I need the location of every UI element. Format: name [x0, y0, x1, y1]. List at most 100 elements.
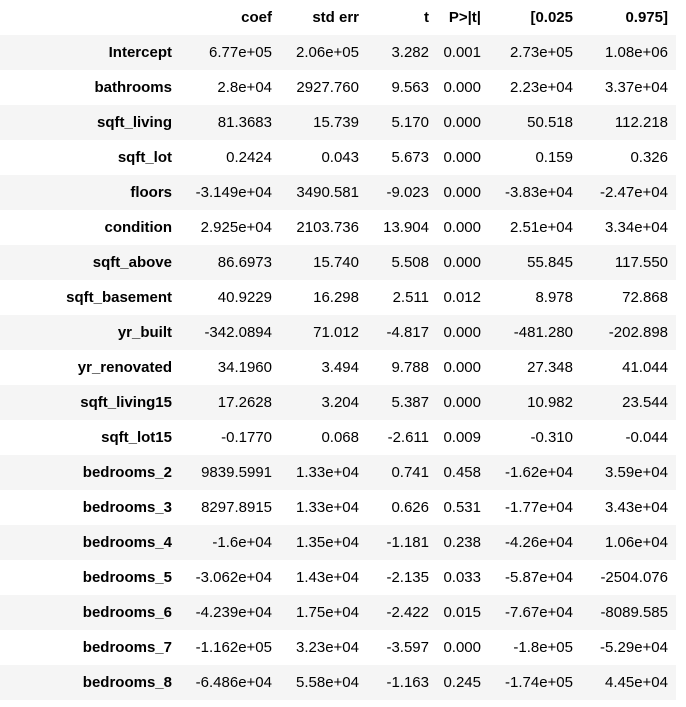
table-row: yr_renovated 34.1960 3.494 9.788 0.000 27.348…	[0, 350, 676, 385]
table-row: yr_built -342.0894 71.012 -4.817 0.000 -481.2…	[0, 315, 676, 350]
cell-ci-upper: 3.34e+04	[605, 219, 668, 236]
cell-coef: 8297.8915	[201, 499, 272, 516]
cell-coef: 2.8e+04	[217, 79, 272, 96]
column-header-ci-lower: [0.025	[489, 0, 581, 35]
cell-ci-upper: 3.37e+04	[605, 79, 668, 96]
cell-coef: -0.1770	[221, 429, 272, 446]
cell-t-value: -2.135	[386, 569, 429, 586]
table-row: Intercept 6.77e+05 2.06e+05 3.282 0.001 2.73e…	[0, 35, 676, 70]
cell-std-err: 2.06e+05	[296, 44, 359, 61]
cell-ci-upper: 23.544	[622, 394, 668, 411]
cell-ci-lower: 10.982	[527, 394, 573, 411]
table-row: bedrooms_4 -1.6e+04 1.35e+04 -1.181 0.238 -4.…	[0, 525, 676, 560]
cell-ci-lower: 2.23e+04	[510, 79, 573, 96]
row-label: bathrooms	[94, 79, 172, 96]
cell-p-value: 0.238	[443, 534, 481, 551]
cell-coef: 0.2424	[226, 149, 272, 166]
cell-p-value: 0.000	[443, 149, 481, 166]
cell-ci-lower: -1.77e+04	[505, 499, 573, 516]
cell-ci-upper: 1.06e+04	[605, 534, 668, 551]
table-row: bathrooms 2.8e+04 2927.760 9.563 0.000 2.23e+…	[0, 70, 676, 105]
cell-std-err: 2927.760	[296, 79, 359, 96]
cell-coef: -1.162e+05	[195, 639, 272, 656]
cell-t-value: -1.181	[386, 534, 429, 551]
cell-t-value: -3.597	[386, 639, 429, 656]
cell-ci-upper: 1.08e+06	[605, 44, 668, 61]
row-label: sqft_lot	[117, 149, 172, 166]
column-header-row-label	[0, 0, 180, 35]
cell-ci-upper: -8089.585	[600, 604, 668, 621]
cell-std-err: 0.043	[321, 149, 359, 166]
cell-std-err: 15.740	[313, 254, 359, 271]
cell-std-err: 3.494	[321, 359, 359, 376]
cell-coef: 81.3683	[217, 114, 272, 131]
cell-ci-lower: -4.26e+04	[505, 534, 573, 551]
cell-p-value: 0.245	[443, 674, 481, 691]
row-label: condition	[104, 219, 173, 236]
table-row: sqft_lot15 -0.1770 0.068 -2.611 0.009 -0.310 -…	[0, 420, 676, 455]
column-header-std-err: std err	[280, 0, 367, 35]
column-header-p-value: P>|t|	[437, 0, 489, 35]
cell-std-err: 1.33e+04	[296, 464, 359, 481]
cell-std-err: 16.298	[313, 289, 359, 306]
row-label: floors	[130, 184, 172, 201]
cell-t-value: 9.788	[391, 359, 429, 376]
cell-p-value: 0.033	[443, 569, 481, 586]
cell-ci-lower: -0.310	[530, 429, 573, 446]
cell-ci-upper: 117.550	[614, 254, 668, 271]
cell-ci-lower: 55.845	[527, 254, 573, 271]
cell-t-value: 9.563	[391, 79, 429, 96]
table-row: floors -3.149e+04 3490.581 -9.023 0.000 -3.83…	[0, 175, 676, 210]
cell-std-err: 3490.581	[296, 184, 359, 201]
cell-ci-upper: 112.218	[614, 114, 668, 131]
cell-ci-lower: -3.83e+04	[505, 184, 573, 201]
cell-std-err: 1.43e+04	[296, 569, 359, 586]
table-row: bedrooms_8 -6.486e+04 5.58e+04 -1.163 0.245 -…	[0, 665, 676, 700]
table-row: sqft_living 81.3683 15.739 5.170 0.000 50.518…	[0, 105, 676, 140]
cell-ci-lower: 0.159	[535, 149, 573, 166]
row-label: sqft_above	[92, 254, 172, 271]
cell-std-err: 0.068	[321, 429, 359, 446]
cell-p-value: 0.000	[443, 114, 481, 131]
cell-coef: -6.486e+04	[195, 674, 272, 691]
cell-p-value: 0.000	[443, 79, 481, 96]
cell-ci-upper: 4.45e+04	[605, 674, 668, 691]
column-header-t-value: t	[367, 0, 437, 35]
column-header-coef: coef	[180, 0, 280, 35]
cell-ci-upper: -0.044	[625, 429, 668, 446]
cell-std-err: 15.739	[313, 114, 359, 131]
regression-coefficient-table: coef std err t P>|t| [0.025 0.975] Intercept 6…	[0, 0, 676, 700]
cell-t-value: -2.611	[387, 429, 429, 446]
cell-ci-lower: -1.74e+05	[505, 674, 573, 691]
table-row: bedrooms_2 9839.5991 1.33e+04 0.741 0.458 -1.…	[0, 455, 676, 490]
table-body: Intercept 6.77e+05 2.06e+05 3.282 0.001 2.73e…	[0, 35, 676, 700]
table-row: bedrooms_7 -1.162e+05 3.23e+04 -3.597 0.000 -…	[0, 630, 676, 665]
cell-p-value: 0.000	[443, 184, 481, 201]
row-label: Intercept	[108, 44, 172, 61]
row-label: bedrooms_8	[82, 674, 172, 691]
row-label: bedrooms_7	[82, 639, 172, 656]
header-row: coef std err t P>|t| [0.025 0.975]	[0, 0, 676, 35]
cell-coef: -4.239e+04	[195, 604, 272, 621]
cell-coef: -342.0894	[204, 324, 272, 341]
cell-std-err: 3.23e+04	[296, 639, 359, 656]
row-label: sqft_living	[96, 114, 172, 131]
cell-t-value: 0.741	[391, 464, 429, 481]
cell-coef: -3.062e+04	[195, 569, 272, 586]
cell-ci-upper: 3.59e+04	[605, 464, 668, 481]
cell-p-value: 0.000	[443, 254, 481, 271]
row-label: bedrooms_6	[82, 604, 172, 621]
cell-t-value: 5.673	[391, 149, 429, 166]
cell-t-value: -4.817	[386, 324, 429, 341]
cell-t-value: 0.626	[391, 499, 429, 516]
table-row: bedrooms_3 8297.8915 1.33e+04 0.626 0.531 -1.…	[0, 490, 676, 525]
cell-ci-upper: -5.29e+04	[600, 639, 668, 656]
row-label: bedrooms_4	[82, 534, 172, 551]
cell-ci-lower: 2.73e+05	[510, 44, 573, 61]
cell-p-value: 0.000	[443, 394, 481, 411]
cell-ci-upper: -202.898	[608, 324, 668, 341]
cell-ci-lower: 27.348	[527, 359, 573, 376]
row-label: sqft_living15	[80, 394, 172, 411]
cell-std-err: 71.012	[313, 324, 359, 341]
cell-coef: -3.149e+04	[195, 184, 272, 201]
